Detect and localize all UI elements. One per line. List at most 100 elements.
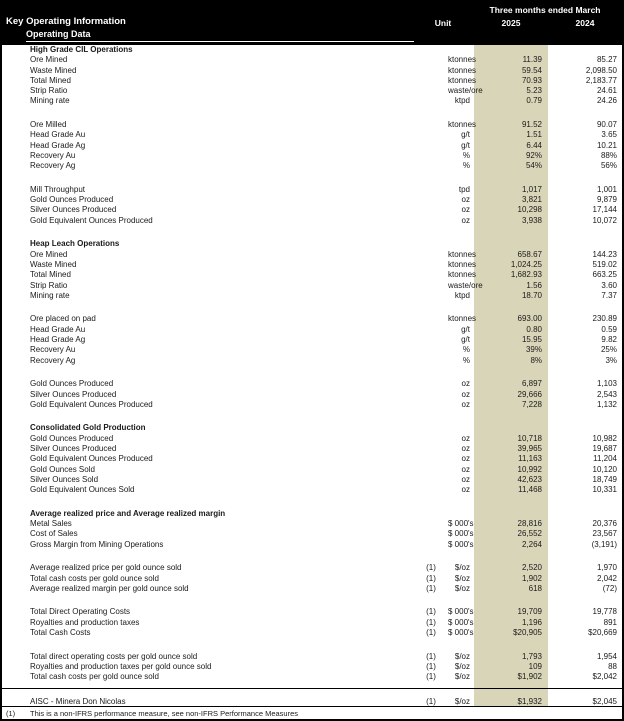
value-2025: 6.44 bbox=[526, 140, 542, 150]
table-section: Consolidated Gold Production Gold Ounces … bbox=[2, 423, 622, 495]
section-subtitle: Operating Data bbox=[26, 29, 414, 42]
row-unit: $/oz bbox=[454, 573, 470, 583]
row-unit: $ 000's bbox=[448, 617, 474, 627]
row-label: Head Grade Ag bbox=[30, 140, 86, 150]
row-note bbox=[414, 485, 448, 495]
row-label: Ore Milled bbox=[30, 120, 67, 130]
row-unit: $/oz bbox=[454, 696, 470, 706]
row-note bbox=[414, 96, 448, 106]
value-2025: 29,666 bbox=[517, 389, 542, 399]
value-2024: 19,687 bbox=[592, 443, 617, 453]
row-label: Recovery Ag bbox=[30, 355, 76, 365]
row-unit: oz bbox=[461, 454, 470, 464]
value-2024: 11,204 bbox=[593, 454, 617, 464]
table-row: Recovery Au% 92% 88% bbox=[2, 151, 622, 161]
value-2024: 19,778 bbox=[592, 607, 617, 617]
row-unit: $ 000's bbox=[448, 539, 474, 549]
row-note bbox=[414, 529, 448, 539]
section-title: Average realized price and Average reali… bbox=[30, 508, 226, 518]
value-2024: 2,098.50 bbox=[585, 65, 617, 75]
value-2025: 658.67 bbox=[517, 249, 542, 259]
value-2024: 1,954 bbox=[596, 651, 617, 661]
row-unit: % bbox=[462, 355, 470, 365]
row-label: Average realized price per gold ounce so… bbox=[30, 563, 182, 573]
row-unit: oz bbox=[461, 464, 470, 474]
row-group: AISC - Minera Don Nicolas (1) $/oz $1,932 $2… bbox=[2, 687, 622, 707]
value-2025: 39% bbox=[525, 345, 542, 355]
value-2025: 26,552 bbox=[517, 529, 542, 539]
table-row: Mining rate ktpd 18.70 7.37 bbox=[2, 291, 622, 301]
value-2025: 1,793 bbox=[521, 651, 542, 661]
value-2024: 519.02 bbox=[592, 259, 617, 269]
row-note bbox=[414, 66, 448, 76]
value-2024: 3% bbox=[605, 355, 617, 365]
footnote-text: This is a non-IFRS performance measure, … bbox=[30, 708, 299, 718]
row-label: Silver Ounces Produced bbox=[30, 205, 117, 215]
row-label: Waste Mined bbox=[30, 259, 77, 269]
row-note bbox=[414, 444, 448, 454]
row-group: Mill Throughput tpd 1,017 1,001 Gold Ounces … bbox=[2, 185, 622, 226]
footnote-marker: (1) bbox=[6, 708, 16, 718]
row-unit: ktonnes bbox=[448, 75, 477, 85]
row-note bbox=[414, 86, 448, 96]
value-2024: 3.60 bbox=[601, 280, 617, 290]
value-2025: 7,228 bbox=[521, 399, 542, 409]
table-row: Head Grade Au g/t 1.51 3.65 bbox=[2, 130, 622, 140]
row-label: Gold Ounces Produced bbox=[30, 433, 114, 443]
row-unit: ktpd bbox=[454, 290, 470, 300]
table-row: Total cash costs per gold ounce sold (1) $… bbox=[2, 574, 622, 584]
value-2025: 1.56 bbox=[526, 280, 542, 290]
row-note bbox=[414, 400, 448, 410]
value-2025: 15.95 bbox=[521, 335, 542, 345]
value-2025: 1,902 bbox=[521, 573, 542, 583]
row-note bbox=[414, 120, 448, 130]
value-2024: 24.26 bbox=[596, 96, 617, 106]
table-row: Waste Mined ktonnes 59.54 2,098.50 bbox=[2, 66, 622, 76]
row-unit: % bbox=[462, 345, 470, 355]
page-title: Key Operating Information bbox=[6, 16, 126, 27]
row-unit: $/oz bbox=[454, 651, 470, 661]
table-row: Total cash costs per gold ounce sold (1) $… bbox=[2, 672, 622, 682]
table-row: Mining rate ktpd 0.79 24.26 bbox=[2, 96, 622, 106]
table-row: Royalties and production taxes per gold … bbox=[2, 662, 622, 672]
row-note bbox=[414, 390, 448, 400]
value-2024: 2,183.77 bbox=[585, 75, 617, 85]
value-2024: 10.21 bbox=[596, 140, 617, 150]
row-label: Strip Ratio bbox=[30, 86, 68, 96]
row-label: Recovery Au bbox=[30, 150, 76, 160]
row-unit: waste/ore bbox=[448, 280, 483, 290]
row-unit: ktonnes bbox=[448, 55, 477, 65]
value-2024: 10,120 bbox=[592, 464, 617, 474]
row-label: Gold Equivalent Ounces Produced bbox=[30, 454, 153, 464]
row-note: (1) bbox=[426, 628, 436, 638]
value-2024: 10,331 bbox=[592, 485, 617, 495]
row-group: Gold Ounces Produced oz 10,718 10,982 Silver… bbox=[2, 434, 622, 496]
row-note bbox=[414, 216, 448, 226]
row-unit: % bbox=[462, 161, 470, 171]
row-label: Strip Ratio bbox=[30, 280, 68, 290]
row-label: Mining rate bbox=[30, 290, 70, 300]
table-row: Ore Mined ktonnes 11.39 85.27 bbox=[2, 55, 622, 65]
table-row: Gold Equivalent Ounces Sold oz 11,468 10,33… bbox=[2, 485, 622, 495]
row-unit: ktpd bbox=[454, 96, 470, 106]
row-label: Gold Ounces Produced bbox=[30, 379, 114, 389]
row-unit: oz bbox=[461, 215, 470, 225]
table-row: Gross Margin from Mining Operations $ 000… bbox=[2, 540, 622, 550]
row-unit: $/oz bbox=[454, 583, 470, 593]
row-unit: oz bbox=[461, 485, 470, 495]
table-row: Recovery Ag% 54% 56% bbox=[2, 161, 622, 171]
row-unit: oz bbox=[461, 443, 470, 453]
value-2025: 54% bbox=[525, 161, 542, 171]
value-2025: 1,017 bbox=[521, 184, 542, 194]
value-2025: $1,932 bbox=[517, 696, 542, 706]
row-label: Head Grade Au bbox=[30, 324, 86, 334]
column-header-2025: 2025 bbox=[501, 18, 521, 28]
row-label: Cost of Sales bbox=[30, 529, 78, 539]
row-unit: ktonnes bbox=[448, 314, 477, 324]
row-label: Gold Equivalent Ounces Produced bbox=[30, 215, 153, 225]
row-note: (1) bbox=[426, 563, 436, 573]
row-label: Total cash costs per gold ounce sold bbox=[30, 672, 159, 682]
row-unit: g/t bbox=[461, 324, 470, 334]
row-unit: oz bbox=[461, 474, 470, 484]
